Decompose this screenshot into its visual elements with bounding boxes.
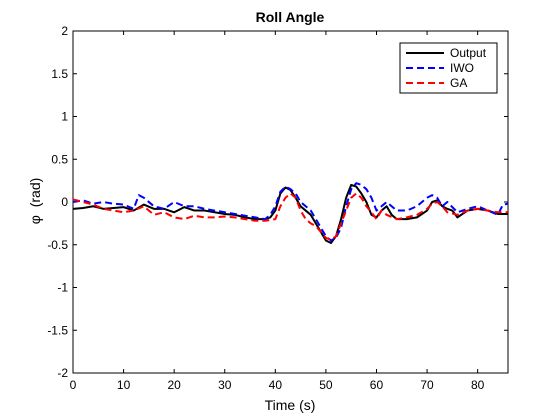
legend-label-ga: GA: [450, 76, 467, 90]
svg-text:φ (rad): φ (rad): [27, 178, 43, 225]
y-tick-label-7: 1.5: [51, 67, 68, 81]
y-tick-label-2: -1: [57, 281, 68, 295]
x-tick-label-1: 10: [117, 378, 131, 392]
y-axis-label: φ (rad): [27, 178, 43, 225]
y-tick-label-3: -0.5: [47, 238, 68, 252]
y-axis-ticks: -2 -1.5 -1 -0.5 0 0.5 1 1.5 2: [47, 24, 508, 380]
y-tick-label-1: -1.5: [47, 323, 68, 337]
x-tick-label-0: 0: [70, 378, 77, 392]
legend-label-output: Output: [450, 46, 487, 60]
x-tick-label-2: 20: [167, 378, 181, 392]
series-line-ga: [72, 192, 508, 241]
legend-label-iwo: IWO: [450, 61, 474, 75]
y-tick-label-0: -2: [57, 366, 68, 380]
chart-title: Roll Angle: [256, 9, 325, 25]
y-tick-label-5: 0.5: [51, 152, 68, 166]
y-axis-label-symbol: φ: [27, 215, 43, 224]
x-tick-label-6: 60: [370, 378, 384, 392]
series-line-iwo: [72, 182, 509, 242]
series-lines: [72, 182, 509, 245]
x-tick-label-7: 70: [420, 378, 434, 392]
x-tick-label-8: 80: [471, 378, 485, 392]
x-axis-ticks: 0 10 20 30 40 50 60 70 80: [70, 31, 485, 392]
y-tick-label-6: 1: [61, 110, 68, 124]
x-tick-label-3: 30: [218, 378, 232, 392]
y-tick-label-4: 0: [61, 195, 68, 209]
y-axis-label-unit: (rad): [27, 178, 43, 208]
x-tick-label-5: 50: [319, 378, 333, 392]
x-tick-label-4: 40: [269, 378, 283, 392]
y-tick-label-8: 2: [61, 24, 68, 38]
x-axis-label: Time (s): [265, 397, 316, 413]
legend-box: [399, 42, 498, 94]
